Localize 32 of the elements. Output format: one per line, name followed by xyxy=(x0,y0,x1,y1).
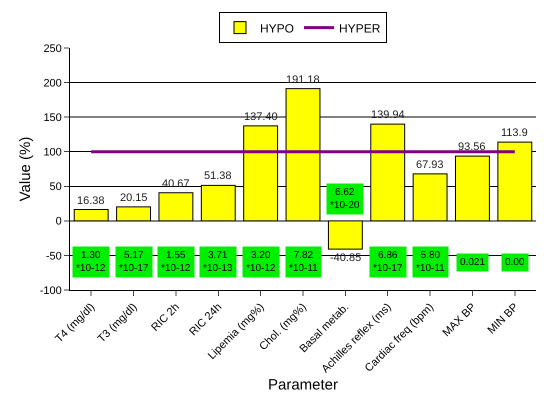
annotation: 3.20 *10-12 xyxy=(246,250,276,274)
y-tick-label: 150 xyxy=(43,112,62,124)
x-tick-label: RIC 24h xyxy=(187,301,224,338)
annotation: 7.82 *10-11 xyxy=(289,250,318,274)
y-tick-label: 50 xyxy=(50,181,62,194)
annotation: 0.00 xyxy=(505,257,525,268)
y-tick-label: 0 xyxy=(56,216,62,228)
data-label: 113.9 xyxy=(501,127,528,139)
x-tick-label: RIC 2h xyxy=(149,301,182,334)
annotation: 5.17 *10-17 xyxy=(119,250,149,274)
annotation: 6.86 *10-17 xyxy=(373,250,403,274)
x-tick-label: MIN BP xyxy=(486,301,521,337)
x-axis-title: Parameter xyxy=(268,376,338,394)
y-tick-label: 200 xyxy=(43,77,62,90)
data-label: 16.38 xyxy=(77,195,105,207)
annotation: 0.021 xyxy=(460,257,486,268)
y-tick-label: 250 xyxy=(43,42,62,55)
annotation: 1.55 *10-12 xyxy=(161,250,191,274)
y-tick-label: 100 xyxy=(43,146,62,159)
y-tick-label: -100 xyxy=(40,284,62,297)
data-label: 93.56 xyxy=(458,141,486,153)
y-tick-label: -50 xyxy=(46,250,62,262)
data-label: 51.38 xyxy=(204,170,232,182)
data-label: 67.93 xyxy=(416,159,444,171)
data-label: 20.15 xyxy=(120,192,148,204)
legend-label: HYPO xyxy=(260,21,294,36)
annotation: 3.71 *10-13 xyxy=(203,250,233,274)
annotation: 1.30 *10-12 xyxy=(76,250,106,274)
y-axis-title: Value (%) xyxy=(17,136,34,202)
annotation: 5.80 *10-11 xyxy=(416,250,446,274)
annotation: 6.62 *10-20 xyxy=(330,187,360,211)
legend-label: HYPER xyxy=(339,21,381,36)
